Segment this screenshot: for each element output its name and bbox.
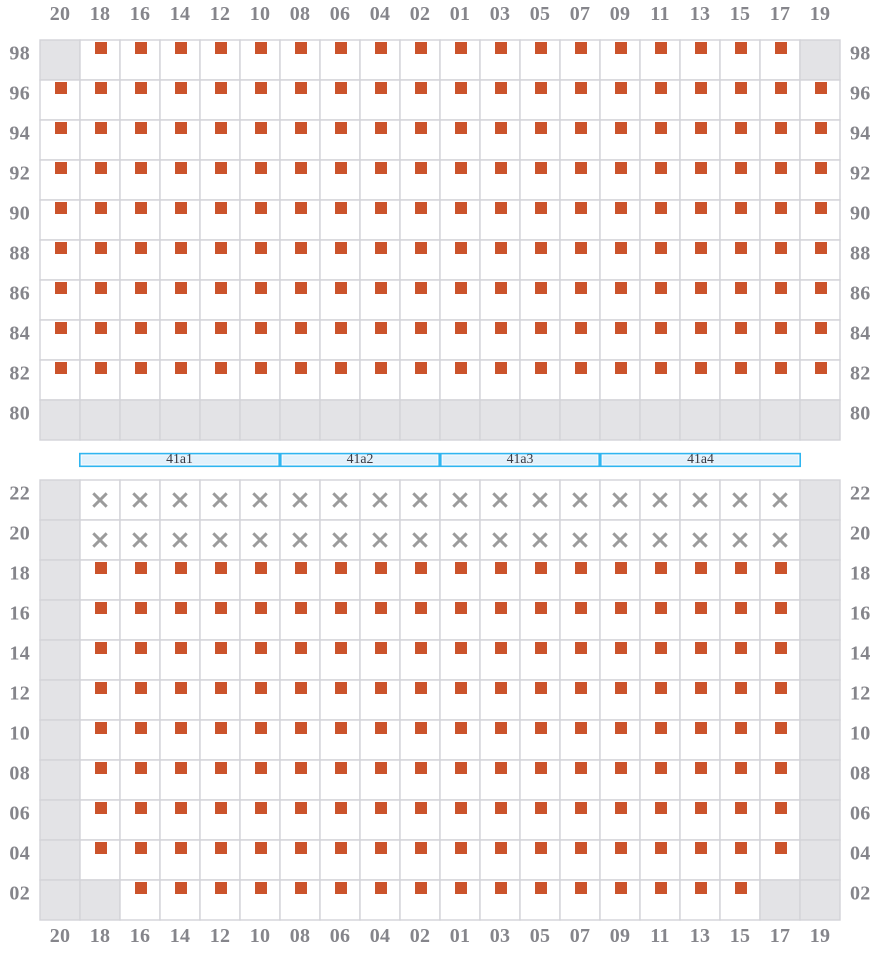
svg-text:14: 14 [170, 925, 191, 947]
svg-text:90: 90 [850, 203, 871, 225]
svg-text:18: 18 [90, 3, 111, 25]
svg-text:08: 08 [850, 763, 871, 785]
svg-text:94: 94 [850, 123, 871, 145]
svg-text:10: 10 [250, 3, 271, 25]
svg-text:18: 18 [9, 563, 30, 585]
svg-text:16: 16 [130, 3, 151, 25]
svg-text:20: 20 [850, 523, 871, 545]
svg-text:16: 16 [850, 603, 871, 625]
svg-text:41a2: 41a2 [347, 451, 374, 466]
svg-text:84: 84 [9, 323, 30, 345]
svg-text:41a3: 41a3 [507, 451, 534, 466]
svg-text:82: 82 [9, 363, 30, 385]
svg-text:92: 92 [9, 163, 30, 185]
svg-text:22: 22 [9, 483, 30, 505]
svg-text:86: 86 [850, 283, 871, 305]
svg-text:12: 12 [9, 683, 30, 705]
svg-text:92: 92 [850, 163, 871, 185]
svg-text:17: 17 [770, 925, 791, 947]
svg-text:15: 15 [730, 3, 751, 25]
svg-text:94: 94 [9, 123, 30, 145]
svg-text:08: 08 [290, 3, 311, 25]
svg-text:80: 80 [9, 403, 30, 425]
svg-text:18: 18 [850, 563, 871, 585]
svg-text:20: 20 [50, 925, 71, 947]
svg-text:06: 06 [850, 803, 871, 825]
svg-text:19: 19 [810, 3, 831, 25]
svg-text:10: 10 [250, 925, 271, 947]
svg-text:02: 02 [9, 883, 30, 905]
svg-text:14: 14 [170, 3, 191, 25]
svg-text:82: 82 [850, 363, 871, 385]
svg-text:04: 04 [9, 843, 30, 865]
svg-text:12: 12 [210, 925, 231, 947]
svg-text:06: 06 [330, 3, 351, 25]
svg-text:14: 14 [850, 643, 871, 665]
svg-text:90: 90 [9, 203, 30, 225]
svg-text:07: 07 [570, 3, 591, 25]
svg-text:16: 16 [9, 603, 30, 625]
svg-text:03: 03 [490, 925, 511, 947]
svg-text:22: 22 [850, 483, 871, 505]
svg-text:08: 08 [9, 763, 30, 785]
svg-text:13: 13 [690, 3, 711, 25]
svg-text:41a1: 41a1 [166, 451, 193, 466]
svg-text:88: 88 [850, 243, 871, 265]
svg-text:01: 01 [450, 3, 471, 25]
svg-text:05: 05 [530, 3, 551, 25]
svg-text:20: 20 [50, 3, 71, 25]
svg-text:11: 11 [650, 3, 670, 25]
svg-text:04: 04 [370, 3, 391, 25]
svg-text:20: 20 [9, 523, 30, 545]
svg-text:09: 09 [610, 925, 631, 947]
svg-text:07: 07 [570, 925, 591, 947]
svg-text:09: 09 [610, 3, 631, 25]
svg-text:86: 86 [9, 283, 30, 305]
svg-text:96: 96 [9, 83, 30, 105]
svg-text:08: 08 [290, 925, 311, 947]
svg-text:16: 16 [130, 925, 151, 947]
svg-text:80: 80 [850, 403, 871, 425]
svg-text:05: 05 [530, 925, 551, 947]
svg-text:10: 10 [850, 723, 871, 745]
svg-text:02: 02 [850, 883, 871, 905]
svg-text:15: 15 [730, 925, 751, 947]
svg-text:19: 19 [810, 925, 831, 947]
svg-text:04: 04 [850, 843, 871, 865]
svg-text:13: 13 [690, 925, 711, 947]
svg-text:18: 18 [90, 925, 111, 947]
svg-text:96: 96 [850, 83, 871, 105]
svg-text:11: 11 [650, 925, 670, 947]
svg-text:14: 14 [9, 643, 30, 665]
svg-text:01: 01 [450, 925, 471, 947]
svg-text:06: 06 [330, 925, 351, 947]
svg-text:10: 10 [9, 723, 30, 745]
svg-text:12: 12 [850, 683, 871, 705]
svg-text:98: 98 [850, 43, 871, 65]
svg-text:04: 04 [370, 925, 391, 947]
svg-text:41a4: 41a4 [687, 451, 714, 466]
svg-text:06: 06 [9, 803, 30, 825]
svg-text:88: 88 [9, 243, 30, 265]
svg-text:12: 12 [210, 3, 231, 25]
svg-text:84: 84 [850, 323, 871, 345]
svg-text:02: 02 [410, 925, 431, 947]
svg-text:17: 17 [770, 3, 791, 25]
svg-text:98: 98 [9, 43, 30, 65]
svg-text:02: 02 [410, 3, 431, 25]
svg-text:03: 03 [490, 3, 511, 25]
